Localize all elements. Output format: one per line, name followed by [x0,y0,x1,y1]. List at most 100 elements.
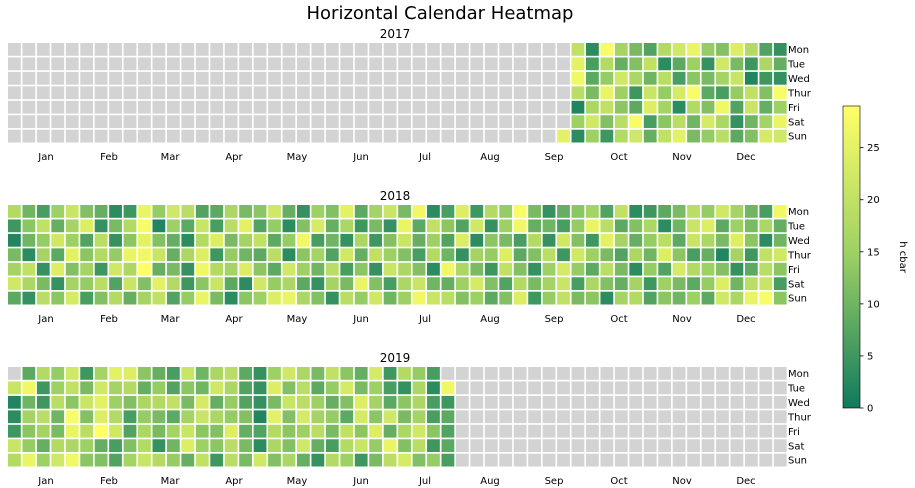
weekday-label: Fri [788,427,800,438]
heatmap-cell-empty [138,43,151,56]
heatmap-cell [210,205,224,218]
weekday-label: Sun [788,132,807,143]
heatmap-cell-empty [499,71,513,85]
heatmap-cell [166,205,180,218]
heatmap-cell-empty [557,453,570,467]
heatmap-cell [253,453,267,467]
heatmap-cell-empty [470,453,484,467]
heatmap-cell [152,424,166,438]
heatmap-cell [629,233,643,247]
heatmap-cell [36,291,50,305]
heatmap-cell-empty [282,86,296,100]
heatmap-cell-empty [181,129,195,143]
heatmap-cell [773,71,787,85]
heatmap-cell [441,410,455,424]
heatmap-cell [773,115,787,129]
heatmap-cell [586,205,599,218]
heatmap-cell-empty [8,115,21,129]
heatmap-cell-empty [658,367,672,380]
heatmap-cell [253,381,267,395]
heatmap-cell [614,219,628,233]
heatmap-cell [109,453,122,467]
heatmap-cell [687,86,700,100]
heatmap-cell-empty [80,43,94,56]
heatmap-cell [268,453,281,467]
heatmap-cell [629,129,643,143]
month-label: Feb [100,476,118,487]
heatmap-cell [210,395,224,409]
heatmap-cell [224,453,238,467]
heatmap-cell-empty [253,57,267,71]
heatmap-cell-empty [658,395,672,409]
heatmap-cell-empty [354,57,368,71]
heatmap-cell [152,381,166,395]
heatmap-cell [325,277,339,291]
heatmap-cell-empty [455,410,469,424]
heatmap-cell-empty [383,57,397,71]
heatmap-cell-empty [730,410,744,424]
heatmap-cell-empty [297,100,310,114]
heatmap-cell-empty [484,57,498,71]
heatmap-cell [629,43,643,56]
heatmap-cell [181,410,195,424]
heatmap-cell [210,262,224,276]
heatmap-cell [398,367,411,380]
heatmap-cell [210,439,224,453]
heatmap-cell-empty [484,453,498,467]
heatmap-cell-empty [687,395,700,409]
heatmap-cell-empty [297,129,310,143]
heatmap-cell [470,291,484,305]
heatmap-cell-empty [701,424,715,438]
heatmap-cell [383,410,397,424]
heatmap-cell [354,233,368,247]
heatmap-cell [224,262,238,276]
heatmap-cell-empty [138,100,151,114]
heatmap-cell [687,115,700,129]
heatmap-cell [629,71,643,85]
heatmap-cell-empty [557,86,570,100]
heatmap-cell [181,219,195,233]
heatmap-cell [614,129,628,143]
heatmap-cell-empty [455,129,469,143]
heatmap-cell [398,233,411,247]
heatmap-cell [51,233,65,247]
heatmap-cell-empty [311,86,325,100]
heatmap-cell [759,248,773,262]
heatmap-cell [470,233,484,247]
heatmap-cell [340,262,354,276]
heatmap-cell [138,381,151,395]
weekday-label: Sat [788,441,804,452]
heatmap-cell-empty [455,43,469,56]
heatmap-cell-empty [412,57,426,71]
heatmap-cell-empty [109,57,122,71]
month-label: Mar [161,152,181,163]
heatmap-cell [325,233,339,247]
heatmap-cell [22,205,36,218]
heatmap-cell-empty [586,424,599,438]
heatmap-cell [152,233,166,247]
heatmap-cell [412,277,426,291]
heatmap-cell-empty [773,395,787,409]
heatmap-cell [672,57,686,71]
heatmap-cell [109,424,122,438]
heatmap-cell-empty [571,410,585,424]
heatmap-cell-empty [455,115,469,129]
heatmap-cell-empty [730,367,744,380]
heatmap-cell [383,395,397,409]
heatmap-cell [542,219,556,233]
heatmap-cell [181,233,195,247]
heatmap-cell [470,262,484,276]
heatmap-cell [224,439,238,453]
heatmap-cell [499,219,513,233]
heatmap-cell [325,367,339,380]
heatmap-cell [441,424,455,438]
heatmap-cell [340,439,354,453]
heatmap-cell [65,395,79,409]
heatmap-cell-empty [94,71,108,85]
heatmap-cell-empty [513,410,527,424]
heatmap-cell [687,129,700,143]
heatmap-cell [123,367,137,380]
heatmap-cell-empty [65,100,79,114]
heatmap-cell-empty [94,57,108,71]
heatmap-cell [441,205,455,218]
